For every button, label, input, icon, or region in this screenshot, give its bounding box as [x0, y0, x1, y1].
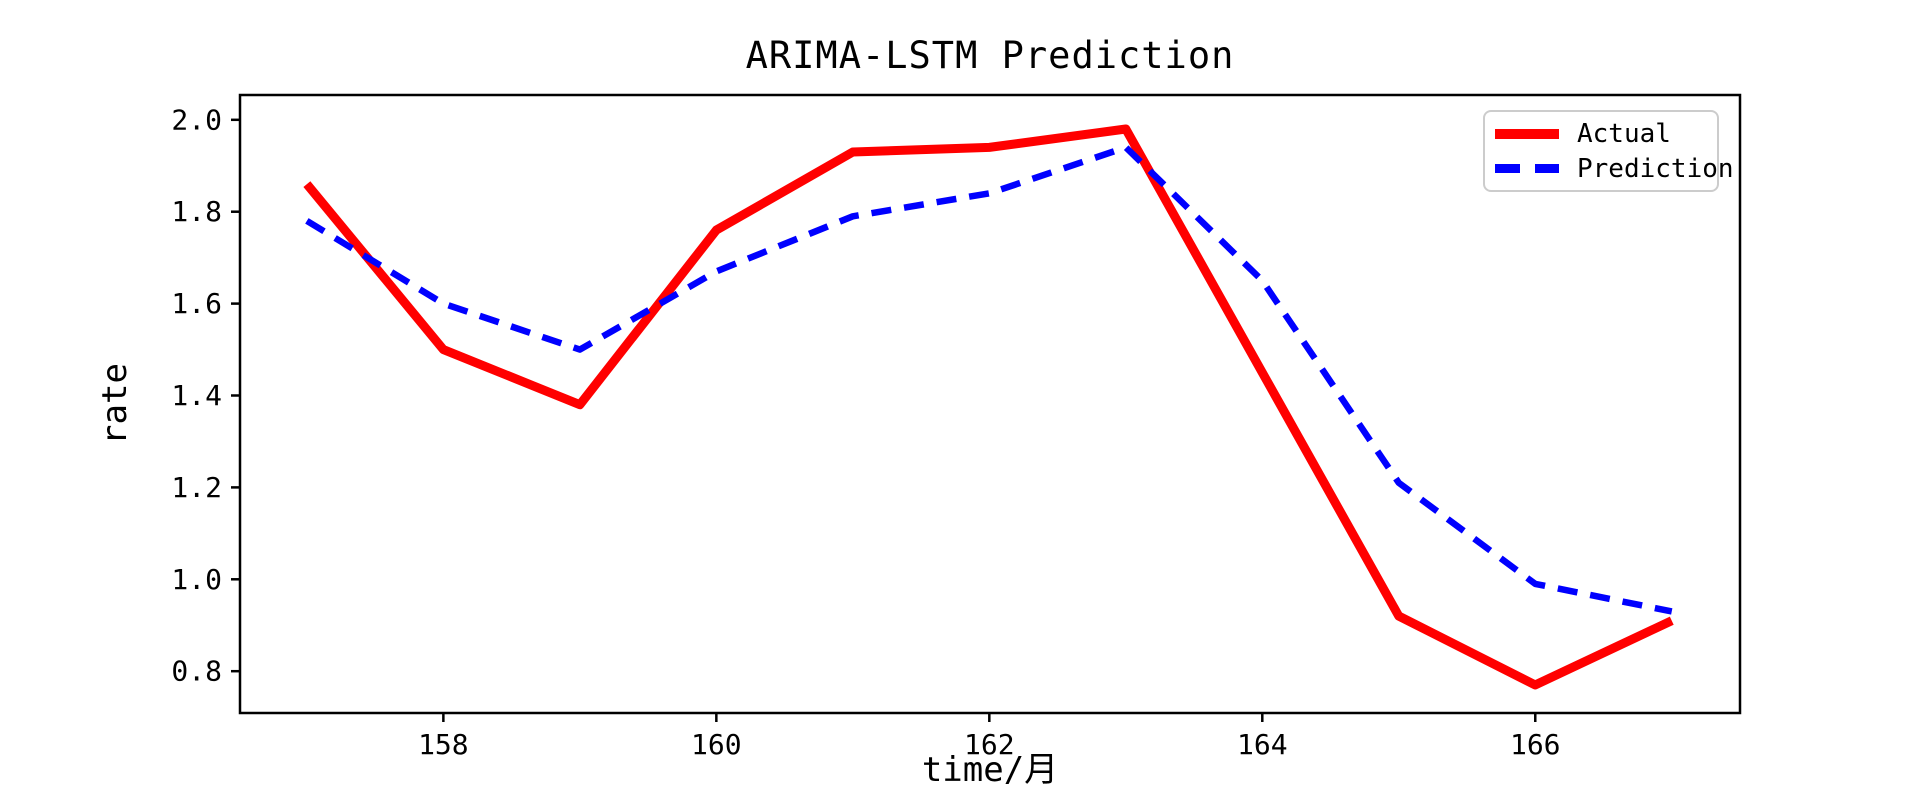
x-tick-label: 164 — [1237, 728, 1288, 761]
legend-label-actual: Actual — [1577, 118, 1671, 149]
y-tick-label: 0.8 — [171, 655, 222, 688]
actual-line — [303, 124, 1674, 690]
y-axis-label: rate — [95, 363, 135, 445]
legend-item-prediction: Prediction — [1495, 156, 1734, 182]
y-tick-label: 1.6 — [171, 287, 222, 320]
x-tick-label: 160 — [691, 728, 742, 761]
x-tick-label: 158 — [418, 728, 469, 761]
prediction-line-swatch — [1495, 164, 1559, 173]
y-tick-label: 2.0 — [171, 103, 222, 136]
legend-item-actual: Actual — [1495, 121, 1707, 147]
legend-label-prediction: Prediction — [1577, 153, 1734, 184]
chart-title: ARIMA-LSTM Prediction — [745, 34, 1235, 77]
x-tick-label: 162 — [964, 728, 1015, 761]
x-axis-label: time/月 — [921, 750, 1059, 790]
x-tick-label: 166 — [1510, 728, 1561, 761]
y-tick-label: 1.8 — [171, 195, 222, 228]
y-tick-label: 1.2 — [171, 471, 222, 504]
legend: Actual Prediction — [1483, 110, 1734, 192]
actual-line-swatch — [1495, 128, 1559, 139]
y-tick-label: 1.4 — [171, 379, 222, 412]
y-tick-label: 1.0 — [171, 563, 222, 596]
